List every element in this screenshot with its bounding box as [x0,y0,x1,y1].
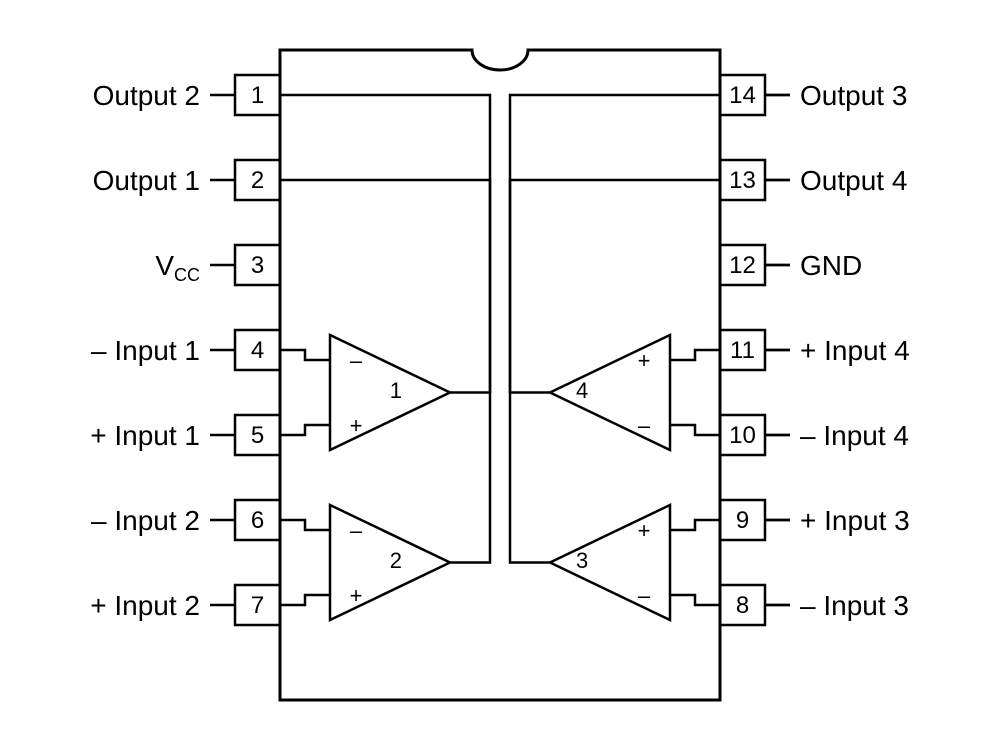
opamp-2-minus-icon: – [350,518,363,543]
wire-opamp-2-output [280,95,490,563]
pin-number-12: 12 [729,252,756,279]
opamp-4-minus-icon: – [638,413,651,438]
pin-label-9: + Input 3 [800,505,910,536]
pin-number-2: 2 [251,167,264,194]
opamp-3-minus-icon: – [638,583,651,608]
wire-opamp-2-minus [280,520,330,530]
wire-opamp-3-plus [670,520,720,530]
pin-number-14: 14 [729,82,756,109]
pin-label-1: Output 2 [93,80,200,111]
opamp-1-minus-icon: – [350,348,363,373]
pin-label-8: – Input 3 [800,590,909,621]
wire-opamp-2-plus [280,595,330,605]
pin-number-7: 7 [251,592,264,619]
ic-pinout-diagram: 1 Output 2 2 Output 1 3 VCC 4 – Input 1 5 + Input… [0,0,1000,750]
wire-opamp-3-output [510,95,720,563]
wire-opamp-4-minus [670,425,720,435]
pin-number-3: 3 [251,252,264,279]
pin-label-10: – Input 4 [800,420,909,451]
opamp-2-label: 2 [390,548,402,573]
pin-number-11: 11 [730,337,755,364]
pin-label-6: – Input 2 [91,505,200,536]
wire-opamp-4-plus [670,350,720,360]
pin-number-5: 5 [251,422,264,449]
opamp-1-label: 1 [390,378,402,403]
pin-number-10: 10 [729,422,756,449]
pin-number-8: 8 [736,592,749,619]
pin-label-14: Output 3 [800,80,907,111]
pin-number-1: 1 [251,82,264,109]
pin-number-13: 13 [729,167,756,194]
pin-label-13: Output 4 [800,165,907,196]
opamp-3 [550,505,670,620]
pin-label-3: VCC [155,250,200,285]
wire-opamp-1-plus [280,425,330,435]
pin-number-9: 9 [736,507,749,534]
opamp-4-label: 4 [576,378,588,403]
wire-opamp-1-minus [280,350,330,360]
chip-body [280,50,720,700]
opamp-4-plus-icon: + [638,348,651,373]
opamp-1-plus-icon: + [350,413,363,438]
pin-label-12: GND [800,250,862,281]
opamp-2-plus-icon: + [350,583,363,608]
pin-label-4: – Input 1 [91,335,200,366]
pin-label-11: + Input 4 [800,335,910,366]
pin-number-6: 6 [251,507,264,534]
opamp-4 [550,335,670,450]
opamp-3-plus-icon: + [638,518,651,543]
opamp-3-label: 3 [576,548,588,573]
pin-label-2: Output 1 [93,165,200,196]
pin-label-7: + Input 2 [90,590,200,621]
pin-number-4: 4 [251,337,264,364]
pin-label-5: + Input 1 [90,420,200,451]
wire-opamp-3-minus [670,595,720,605]
